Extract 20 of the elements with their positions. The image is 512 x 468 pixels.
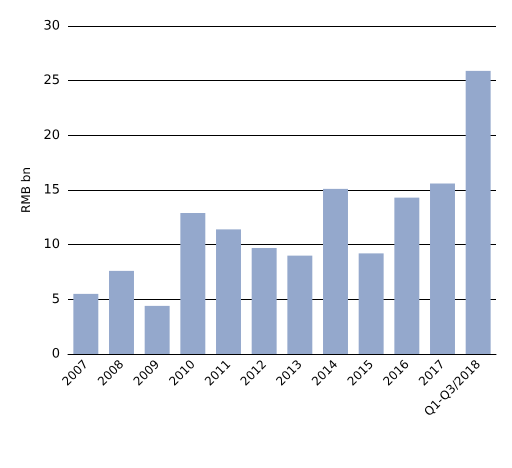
y-tick-label: 5 bbox=[52, 292, 60, 307]
bar bbox=[73, 294, 98, 354]
bar bbox=[252, 248, 277, 354]
y-tick-label: 10 bbox=[43, 237, 60, 252]
y-tick-label: 15 bbox=[43, 182, 60, 198]
y-tick-label: 20 bbox=[43, 128, 60, 143]
bar bbox=[180, 212, 206, 354]
bar bbox=[358, 253, 384, 354]
y-tick-label: 25 bbox=[43, 73, 60, 88]
bar bbox=[323, 188, 348, 354]
y-tick-label: 0 bbox=[52, 346, 60, 362]
bar bbox=[430, 183, 455, 354]
y-axis-title: RMB bn bbox=[19, 167, 33, 213]
bar bbox=[216, 229, 241, 354]
bar bbox=[466, 70, 491, 354]
bar bbox=[394, 198, 420, 354]
y-tick-label: 30 bbox=[43, 18, 60, 34]
bar bbox=[109, 270, 134, 354]
bar bbox=[144, 306, 170, 354]
bar bbox=[287, 256, 312, 354]
